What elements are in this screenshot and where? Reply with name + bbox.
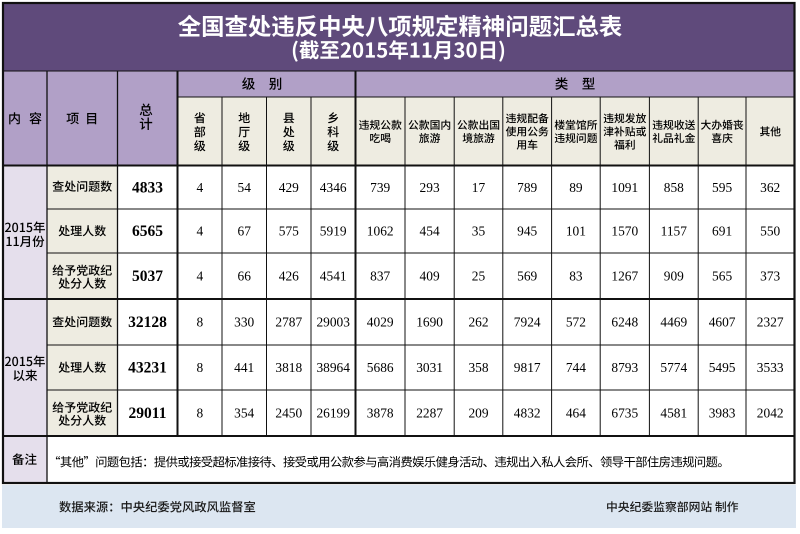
svg-text:5919: 5919 [320,224,347,239]
svg-text:572: 572 [566,315,586,330]
svg-text:4: 4 [196,224,203,239]
svg-text:4469: 4469 [660,315,687,330]
svg-text:330: 330 [234,315,254,330]
svg-text:32128: 32128 [128,314,167,331]
svg-text:38964: 38964 [316,360,350,375]
svg-text:262: 262 [468,315,488,330]
svg-text:464: 464 [566,406,586,421]
svg-text:945: 945 [517,224,537,239]
svg-text:1062: 1062 [367,224,394,239]
svg-text:5037: 5037 [132,268,163,285]
svg-text:739: 739 [370,180,390,195]
svg-text:9817: 9817 [514,360,541,375]
svg-text:3533: 3533 [757,360,784,375]
svg-text:29011: 29011 [129,405,167,422]
svg-text:2450: 2450 [275,406,302,421]
svg-text:6248: 6248 [611,315,638,330]
svg-text:4: 4 [196,180,203,195]
svg-text:837: 837 [370,269,390,284]
svg-text:17: 17 [472,180,486,195]
svg-text:2787: 2787 [275,315,302,330]
svg-text:1570: 1570 [611,224,638,239]
svg-text:67: 67 [238,224,252,239]
svg-text:3878: 3878 [367,406,394,421]
svg-text:362: 362 [760,180,780,195]
svg-text:1157: 1157 [661,224,688,239]
svg-text:1091: 1091 [611,180,638,195]
svg-text:293: 293 [420,180,440,195]
svg-text:8: 8 [196,406,203,421]
svg-text:25: 25 [472,269,486,284]
svg-text:744: 744 [566,360,586,375]
svg-text:565: 565 [712,269,732,284]
svg-text:54: 54 [238,180,252,195]
svg-text:4029: 4029 [367,315,394,330]
svg-text:3983: 3983 [709,406,736,421]
svg-text:2287: 2287 [416,406,443,421]
svg-text:2042: 2042 [757,406,784,421]
svg-text:35: 35 [472,224,486,239]
svg-text:4541: 4541 [320,269,347,284]
svg-text:909: 909 [664,269,684,284]
svg-text:373: 373 [760,269,780,284]
svg-text:5686: 5686 [367,360,394,375]
svg-text:26199: 26199 [316,406,350,421]
svg-text:429: 429 [279,180,299,195]
svg-text:29003: 29003 [316,315,350,330]
svg-text:83: 83 [569,269,583,284]
svg-text:66: 66 [238,269,252,284]
svg-text:6735: 6735 [611,406,638,421]
svg-text:4: 4 [196,269,203,284]
svg-text:426: 426 [279,269,299,284]
svg-text:7924: 7924 [514,315,541,330]
svg-text:550: 550 [760,224,780,239]
svg-text:569: 569 [517,269,537,284]
svg-text:409: 409 [420,269,440,284]
svg-text:358: 358 [468,360,488,375]
svg-text:454: 454 [420,224,440,239]
svg-text:209: 209 [468,406,488,421]
svg-text:2327: 2327 [757,315,784,330]
svg-text:354: 354 [234,406,254,421]
svg-text:8793: 8793 [611,360,638,375]
svg-text:4346: 4346 [320,180,347,195]
svg-text:3031: 3031 [416,360,443,375]
svg-text:1267: 1267 [611,269,638,284]
svg-text:43231: 43231 [128,360,167,377]
svg-text:1690: 1690 [416,315,443,330]
svg-text:5495: 5495 [709,360,736,375]
svg-text:441: 441 [234,360,254,375]
svg-text:858: 858 [664,180,684,195]
svg-text:101: 101 [566,224,586,239]
svg-text:5774: 5774 [660,360,687,375]
svg-text:8: 8 [196,360,203,375]
svg-text:6565: 6565 [132,223,163,240]
svg-text:8: 8 [196,315,203,330]
svg-text:4607: 4607 [709,315,736,330]
svg-text:691: 691 [712,224,732,239]
svg-text:595: 595 [712,180,732,195]
svg-text:3818: 3818 [275,360,302,375]
svg-text:89: 89 [569,180,583,195]
svg-text:4832: 4832 [514,406,541,421]
svg-text:4833: 4833 [132,179,163,196]
svg-text:4581: 4581 [660,406,687,421]
svg-text:575: 575 [279,224,299,239]
svg-text:789: 789 [517,180,537,195]
